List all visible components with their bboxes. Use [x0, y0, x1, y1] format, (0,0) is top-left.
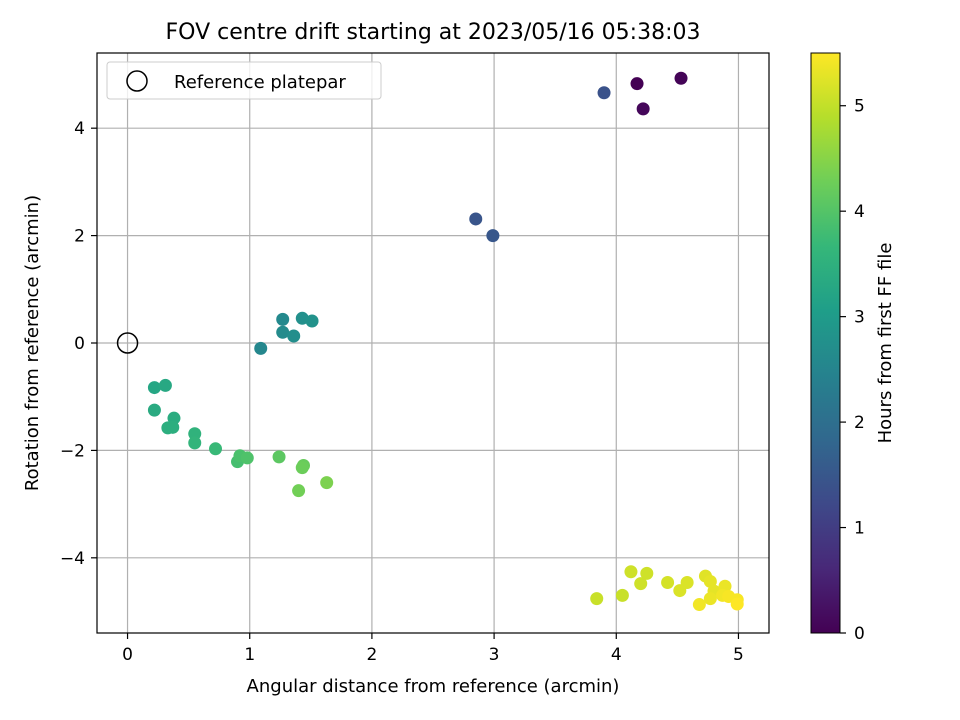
data-point: [673, 584, 687, 598]
legend: Reference platepar: [106, 61, 382, 100]
data-point: [147, 403, 161, 417]
data-point: [147, 381, 161, 395]
x-tick-label: 4: [611, 645, 622, 665]
data-point: [730, 597, 744, 611]
data-point: [276, 325, 290, 339]
data-point: [240, 451, 254, 465]
legend-label: Reference platepar: [174, 72, 346, 93]
data-points: [147, 71, 744, 612]
data-point: [295, 311, 309, 325]
data-point: [486, 229, 500, 243]
data-point: [305, 314, 319, 328]
data-point: [630, 77, 644, 91]
y-axis-ticks: −4 −2 0 2 4: [60, 119, 97, 569]
data-point: [276, 312, 290, 326]
data-point: [158, 378, 172, 392]
data-point: [292, 484, 306, 498]
data-point: [166, 420, 180, 434]
colorbar-tick-label: 1: [854, 519, 865, 539]
colorbar-label: Hours from first FF file: [875, 243, 896, 444]
y-axis-label: Rotation from reference (arcmin): [22, 195, 43, 491]
legend-marker: [126, 70, 148, 92]
x-tick-label: 2: [366, 645, 377, 665]
grid: [97, 53, 769, 633]
colorbar-tick-label: 5: [854, 97, 865, 117]
x-tick-label: 3: [489, 645, 500, 665]
x-axis-label: Angular distance from reference (arcmin): [247, 676, 620, 697]
x-tick-label: 1: [244, 645, 255, 665]
x-tick-label: 5: [733, 645, 744, 665]
colorbar-tick-label: 4: [854, 202, 865, 222]
x-axis-ticks: 0 1 2 3 4 5: [122, 633, 744, 665]
data-point: [636, 102, 650, 116]
data-point: [188, 436, 202, 450]
y-tick-label: −2: [60, 441, 85, 461]
y-tick-label: −4: [60, 549, 85, 569]
data-point: [295, 461, 309, 475]
colorbar-tick-label: 0: [854, 624, 865, 644]
data-point: [640, 566, 654, 580]
y-tick-label: 2: [74, 227, 85, 247]
data-point: [254, 341, 268, 355]
reference-marker: [116, 332, 139, 354]
x-tick-label: 0: [122, 645, 133, 665]
y-tick-label: 0: [74, 334, 85, 354]
legend-box: [106, 61, 382, 100]
colorbar-tick-label: 2: [854, 413, 865, 433]
data-point: [674, 71, 688, 85]
data-point: [615, 588, 629, 602]
colorbar: [810, 52, 841, 634]
data-point: [703, 592, 717, 606]
colorbar-tick-label: 3: [854, 308, 865, 328]
data-point: [287, 329, 301, 343]
data-point: [597, 86, 611, 100]
data-point: [624, 565, 638, 579]
data-point: [634, 577, 648, 591]
data-point: [272, 450, 286, 464]
chart-title: FOV centre drift starting at 2023/05/16 …: [166, 20, 701, 45]
reference-platepar-marker: [116, 332, 139, 354]
data-point: [590, 592, 604, 606]
data-point: [469, 212, 483, 226]
data-point: [320, 476, 334, 490]
data-point: [661, 576, 675, 590]
data-point: [209, 442, 223, 456]
colorbar-ticks: 0 1 2 3 4 5: [840, 97, 865, 644]
data-point: [188, 427, 202, 441]
data-point: [692, 598, 706, 612]
y-tick-label: 4: [74, 119, 85, 139]
